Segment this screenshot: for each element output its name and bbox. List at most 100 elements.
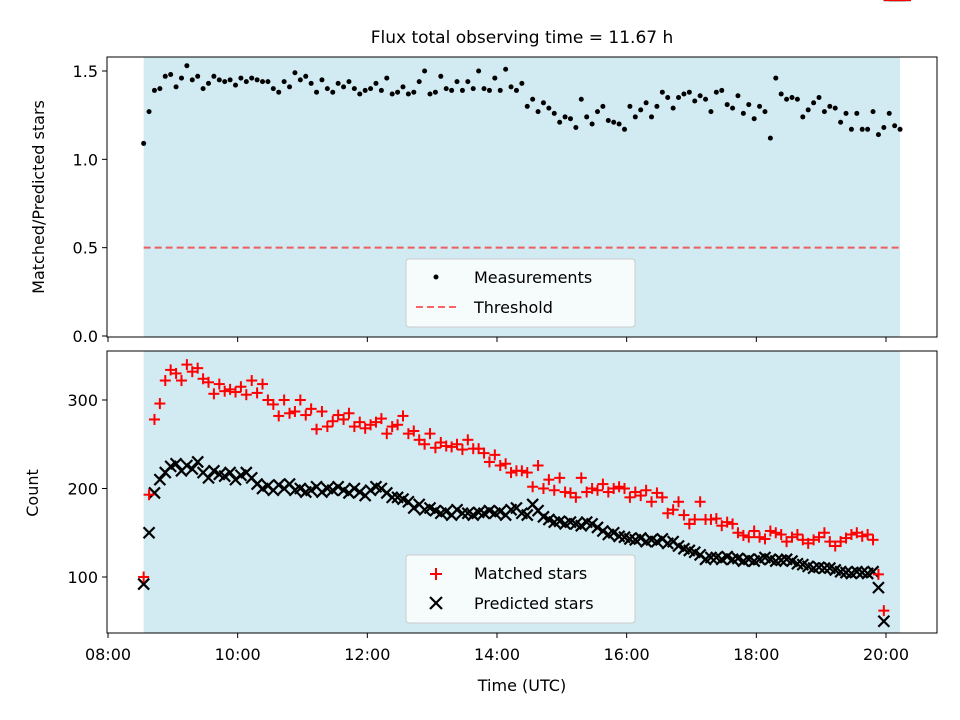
measurement-point bbox=[314, 89, 320, 95]
matched-stars-point bbox=[294, 394, 306, 406]
measurement-point bbox=[276, 89, 282, 95]
measurement-point bbox=[449, 87, 455, 93]
predicted-stars-point bbox=[223, 466, 237, 479]
predicted-stars-point bbox=[169, 457, 183, 470]
x-tick-label: 12:00 bbox=[344, 645, 390, 664]
matched-stars-point bbox=[543, 474, 555, 486]
measurement-point bbox=[757, 103, 763, 109]
measurement-point bbox=[897, 126, 903, 132]
measurement-point bbox=[486, 87, 492, 93]
measurement-point bbox=[686, 89, 692, 95]
predicted-stars-point bbox=[704, 551, 718, 564]
matched-stars-points bbox=[138, 0, 911, 617]
measurement-point bbox=[859, 126, 865, 132]
matched-stars-point bbox=[656, 491, 668, 503]
predicted-stars-point bbox=[304, 483, 318, 497]
measurement-point bbox=[665, 94, 671, 100]
measurement-point bbox=[865, 126, 871, 132]
measurement-point bbox=[832, 105, 838, 111]
measurement-point bbox=[432, 89, 438, 95]
matched-stars-point bbox=[608, 483, 620, 494]
measurement-point bbox=[465, 79, 471, 85]
predicted-stars-point bbox=[191, 455, 204, 469]
matched-stars-point bbox=[483, 456, 495, 468]
matched-stars-point bbox=[521, 467, 533, 479]
measurement-point bbox=[335, 80, 341, 86]
predicted-stars-point bbox=[315, 485, 329, 499]
measurement-point bbox=[384, 75, 390, 81]
measurement-point bbox=[427, 91, 433, 97]
matched-stars-point bbox=[748, 525, 760, 537]
measurement-point bbox=[319, 77, 325, 83]
measurement-point bbox=[784, 96, 790, 102]
count-y-tick-label: 300 bbox=[67, 391, 98, 410]
predicted-stars-point bbox=[186, 462, 199, 476]
measurement-point bbox=[848, 126, 854, 132]
ratio-y-tick-label: 1.0 bbox=[73, 150, 98, 169]
ratio-x-ticks bbox=[107, 337, 887, 342]
measurement-point bbox=[378, 87, 384, 93]
measurement-point bbox=[189, 77, 195, 83]
matched-stars-point bbox=[181, 359, 193, 371]
matched-stars-point bbox=[338, 413, 350, 425]
measurement-point bbox=[773, 75, 779, 81]
matched-stars-point bbox=[397, 410, 409, 422]
predicted-stars-point bbox=[450, 503, 464, 517]
matched-stars-point bbox=[284, 407, 296, 419]
predicted-stars-point bbox=[872, 581, 885, 594]
measurement-point bbox=[697, 93, 703, 99]
matched-stars-point bbox=[419, 438, 431, 450]
matched-stars-point bbox=[532, 459, 544, 471]
measurement-point bbox=[735, 93, 741, 99]
measurement-point bbox=[422, 68, 428, 74]
measurement-point bbox=[497, 87, 503, 93]
matched-stars-point bbox=[478, 447, 490, 459]
measurement-point bbox=[611, 119, 617, 125]
matched-stars-point bbox=[446, 441, 458, 453]
measurement-point bbox=[265, 79, 271, 85]
measurement-point bbox=[681, 91, 687, 97]
predicted-stars-point bbox=[596, 524, 610, 538]
matched-stars-point bbox=[678, 509, 690, 521]
predicted-stars-point bbox=[148, 486, 161, 500]
measurement-point bbox=[751, 116, 757, 122]
legend-measurements-label: Measurements bbox=[474, 268, 592, 287]
measurement-point bbox=[805, 107, 811, 113]
measurement-point bbox=[373, 80, 379, 86]
measurement-point bbox=[649, 114, 655, 120]
x-tick-label: 08:00 bbox=[85, 645, 131, 664]
measurement-point bbox=[195, 73, 201, 79]
matched-stars-point bbox=[311, 423, 323, 435]
matched-stars-point bbox=[505, 467, 517, 479]
matched-stars-point bbox=[878, 605, 890, 617]
measurement-point bbox=[438, 73, 444, 79]
matched-stars-point bbox=[213, 378, 225, 390]
measurement-point bbox=[881, 125, 887, 131]
matched-stars-point bbox=[818, 527, 830, 539]
measurement-points bbox=[141, 63, 903, 146]
predicted-stars-points bbox=[137, 0, 911, 628]
matched-stars-point bbox=[278, 394, 290, 406]
matched-stars-point bbox=[240, 389, 252, 401]
matched-stars-point bbox=[408, 425, 420, 437]
matched-stars-point bbox=[710, 513, 722, 525]
x-tick-label: 20:00 bbox=[863, 645, 909, 664]
measurement-point bbox=[605, 117, 611, 123]
measurement-point bbox=[308, 80, 314, 86]
ratio-y-tick-label: 1.5 bbox=[73, 62, 98, 81]
measurement-point bbox=[708, 109, 714, 115]
matched-stars-point bbox=[224, 383, 236, 395]
measurement-point bbox=[492, 75, 498, 81]
matched-stars-point bbox=[764, 525, 776, 537]
predicted-stars-point bbox=[818, 561, 831, 575]
measurement-point bbox=[146, 109, 152, 115]
measurement-point bbox=[821, 109, 827, 115]
measurement-point bbox=[178, 75, 184, 81]
matched-stars-point bbox=[667, 504, 679, 516]
predicted-stars-point bbox=[202, 471, 215, 485]
matched-stars-point bbox=[267, 398, 279, 410]
measurement-point bbox=[730, 105, 736, 111]
matched-stars-point bbox=[527, 481, 539, 493]
matched-stars-point bbox=[500, 458, 512, 470]
measurement-point bbox=[351, 86, 357, 92]
